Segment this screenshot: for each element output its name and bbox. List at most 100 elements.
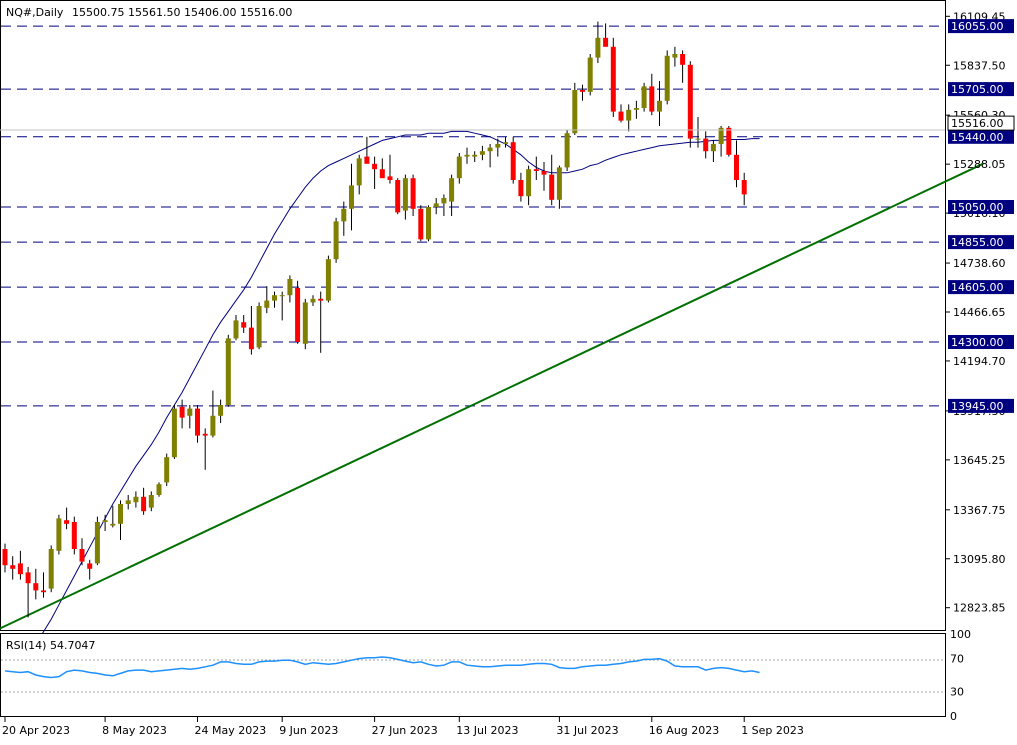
candle-body — [564, 133, 570, 168]
candle — [495, 138, 501, 157]
date-tick-label: 13 Jul 2023 — [456, 724, 518, 737]
candle-body — [225, 338, 231, 405]
level-tag-label: 15440.00 — [951, 131, 1004, 144]
candle — [125, 495, 131, 510]
candle-body — [241, 322, 247, 328]
candle-body — [610, 46, 616, 112]
candle-body — [87, 563, 93, 569]
candle-body — [695, 138, 701, 140]
candle-body — [633, 108, 639, 110]
candle-body — [495, 144, 501, 148]
candle — [672, 46, 678, 67]
candle — [587, 54, 593, 96]
candle — [564, 129, 570, 171]
date-tick-label: 24 May 2023 — [195, 724, 267, 737]
candle-body — [580, 90, 585, 92]
candle-body — [179, 406, 185, 418]
candle — [17, 550, 23, 580]
candle — [526, 165, 532, 206]
candle-body — [156, 484, 162, 495]
candle-body — [71, 522, 77, 549]
rsi-panel: RSI(14) 54.7047 100 70 30 0 — [0, 628, 971, 723]
candle — [395, 178, 401, 215]
candle — [726, 126, 732, 157]
level-tag-bg — [948, 335, 1014, 349]
candle — [333, 217, 339, 263]
candle-body — [2, 549, 8, 566]
candle — [549, 154, 555, 206]
candle-body — [17, 563, 23, 575]
candle — [210, 390, 216, 438]
candle-body — [356, 158, 362, 186]
candle — [341, 201, 347, 236]
candle-body — [734, 154, 739, 180]
candle — [633, 100, 639, 119]
candle — [2, 543, 8, 573]
candle-body — [526, 169, 532, 197]
date-tick-label: 9 Jun 2023 — [279, 724, 338, 737]
candle — [164, 453, 170, 486]
candle — [556, 165, 562, 209]
level-tag-label: 15050.00 — [951, 201, 1004, 214]
candle — [202, 428, 208, 470]
candle-body — [510, 142, 516, 180]
candle-body — [472, 154, 478, 157]
rsi-tick-label: 0 — [950, 710, 957, 723]
candle-body — [657, 100, 662, 112]
candle — [48, 545, 54, 593]
candle — [741, 172, 747, 206]
ohlc-label: 15500.75 15561.50 15406.00 15516.00 — [72, 6, 292, 19]
candle — [141, 487, 147, 515]
horizontal-levels — [1, 25, 945, 407]
candle — [10, 556, 16, 580]
candle — [295, 280, 301, 344]
candle-body — [94, 522, 100, 564]
candle-body — [210, 415, 216, 436]
candle-body — [649, 86, 655, 112]
candle — [79, 538, 85, 566]
candle-body — [141, 496, 147, 512]
candle — [102, 514, 108, 531]
rsi-tick-label: 100 — [950, 628, 971, 641]
candle — [272, 291, 277, 308]
candle — [441, 194, 447, 216]
candle-body — [518, 180, 524, 197]
candle — [241, 315, 247, 333]
candle — [264, 286, 270, 314]
candle — [356, 154, 362, 195]
candle — [25, 567, 31, 618]
candle — [148, 491, 154, 512]
candle-body — [395, 180, 401, 213]
candle-body — [387, 176, 393, 180]
candle — [372, 156, 378, 189]
candle-body — [118, 504, 123, 524]
candle-body — [426, 207, 431, 240]
candle-body — [603, 37, 609, 47]
candle — [641, 82, 647, 112]
candle-body — [379, 169, 385, 179]
candle — [610, 37, 616, 117]
candle — [156, 482, 162, 497]
symbol-label: NQ#,Daily — [6, 6, 64, 19]
rsi-axis: 100 70 30 0 — [950, 628, 971, 723]
date-tick-label: 20 Apr 2023 — [2, 724, 70, 737]
candle — [33, 568, 39, 600]
candle-body — [110, 523, 116, 526]
candle-body — [441, 198, 447, 204]
candle — [256, 302, 262, 350]
candle — [287, 275, 293, 303]
candle — [56, 514, 62, 555]
candle-body — [487, 147, 493, 152]
candle-body — [56, 518, 62, 551]
trendline — [0, 162, 984, 630]
candle-body — [449, 178, 455, 202]
candle — [418, 205, 424, 242]
candle — [218, 399, 224, 423]
candle-body — [256, 306, 262, 348]
candle-body — [541, 171, 547, 175]
candle-body — [680, 54, 686, 65]
moving-average — [4, 130, 760, 685]
candle-body — [318, 298, 324, 301]
